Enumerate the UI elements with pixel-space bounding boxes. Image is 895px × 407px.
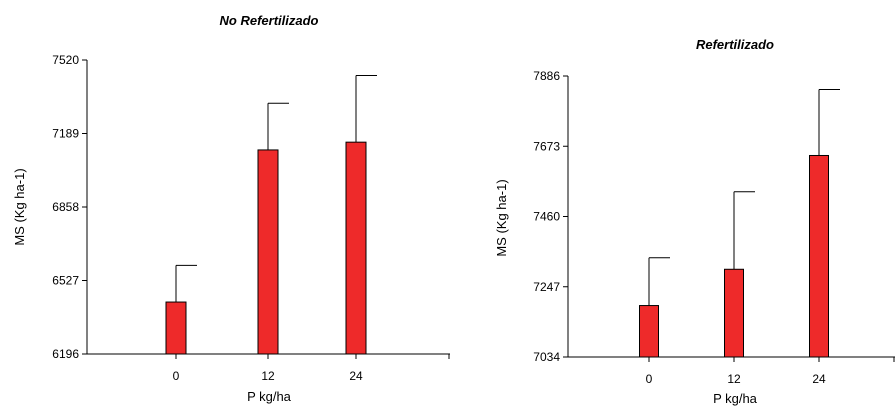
y-tick-label: 7673 [533, 139, 560, 153]
bar [724, 268, 744, 358]
y-tick-label: 6527 [52, 274, 79, 288]
x-tick-label: 12 [727, 372, 741, 386]
x-axis-label: P kg/ha [247, 389, 292, 404]
x-axis-label: P kg/ha [713, 391, 758, 406]
chart-panel-no-refertilizado: No Refertilizado P kg/ha MS (Kg ha-1) 61… [12, 13, 450, 404]
bar [257, 149, 279, 355]
y-tick-label: 6196 [52, 347, 79, 361]
y-tick-label: 7520 [52, 53, 79, 67]
chart-panel-refertilizado: Refertilizado P kg/ha MS (Kg ha-1) 7034 7… [494, 37, 895, 406]
bar [345, 141, 367, 355]
y-tick-label: 7460 [533, 210, 560, 224]
bar [165, 301, 187, 355]
y-axis-label: MS (Kg ha-1) [12, 168, 27, 245]
x-tick-label: 0 [646, 372, 653, 386]
chart-title: Refertilizado [696, 37, 774, 52]
x-tick-label: 12 [261, 369, 275, 383]
x-tick-label: 0 [173, 369, 180, 383]
y-tick-label: 7247 [533, 280, 560, 294]
chart-title: No Refertilizado [220, 13, 319, 28]
y-tick-label: 7189 [52, 127, 79, 141]
bar [639, 305, 659, 358]
x-tick-label: 24 [812, 372, 826, 386]
y-tick-label: 7886 [533, 69, 560, 83]
y-tick-label: 7034 [533, 350, 560, 364]
y-tick-label: 6858 [52, 200, 79, 214]
y-axis-label: MS (Kg ha-1) [494, 179, 509, 256]
x-tick-label: 24 [349, 369, 363, 383]
bar [809, 154, 829, 358]
